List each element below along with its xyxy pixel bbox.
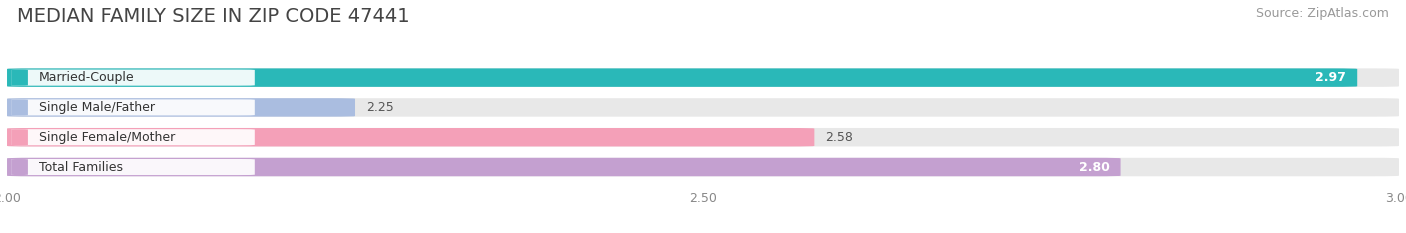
Text: Single Female/Mother: Single Female/Mother	[39, 131, 176, 144]
Text: Married-Couple: Married-Couple	[39, 71, 135, 84]
FancyBboxPatch shape	[7, 68, 1399, 87]
Text: Single Male/Father: Single Male/Father	[39, 101, 155, 114]
FancyBboxPatch shape	[7, 128, 1399, 147]
Text: 2.97: 2.97	[1315, 71, 1346, 84]
FancyBboxPatch shape	[7, 128, 814, 147]
FancyBboxPatch shape	[11, 159, 28, 175]
FancyBboxPatch shape	[11, 70, 254, 86]
Text: 2.58: 2.58	[825, 131, 853, 144]
FancyBboxPatch shape	[7, 98, 356, 117]
FancyBboxPatch shape	[11, 99, 28, 116]
FancyBboxPatch shape	[11, 159, 254, 175]
FancyBboxPatch shape	[7, 158, 1121, 176]
Text: 2.25: 2.25	[366, 101, 394, 114]
FancyBboxPatch shape	[11, 70, 28, 86]
Text: 2.80: 2.80	[1078, 161, 1109, 174]
Text: MEDIAN FAMILY SIZE IN ZIP CODE 47441: MEDIAN FAMILY SIZE IN ZIP CODE 47441	[17, 7, 409, 26]
FancyBboxPatch shape	[7, 158, 1399, 176]
Text: Source: ZipAtlas.com: Source: ZipAtlas.com	[1256, 7, 1389, 20]
FancyBboxPatch shape	[7, 98, 1399, 117]
FancyBboxPatch shape	[11, 129, 28, 145]
FancyBboxPatch shape	[11, 129, 254, 145]
Text: Total Families: Total Families	[39, 161, 124, 174]
FancyBboxPatch shape	[7, 68, 1357, 87]
FancyBboxPatch shape	[11, 99, 254, 116]
